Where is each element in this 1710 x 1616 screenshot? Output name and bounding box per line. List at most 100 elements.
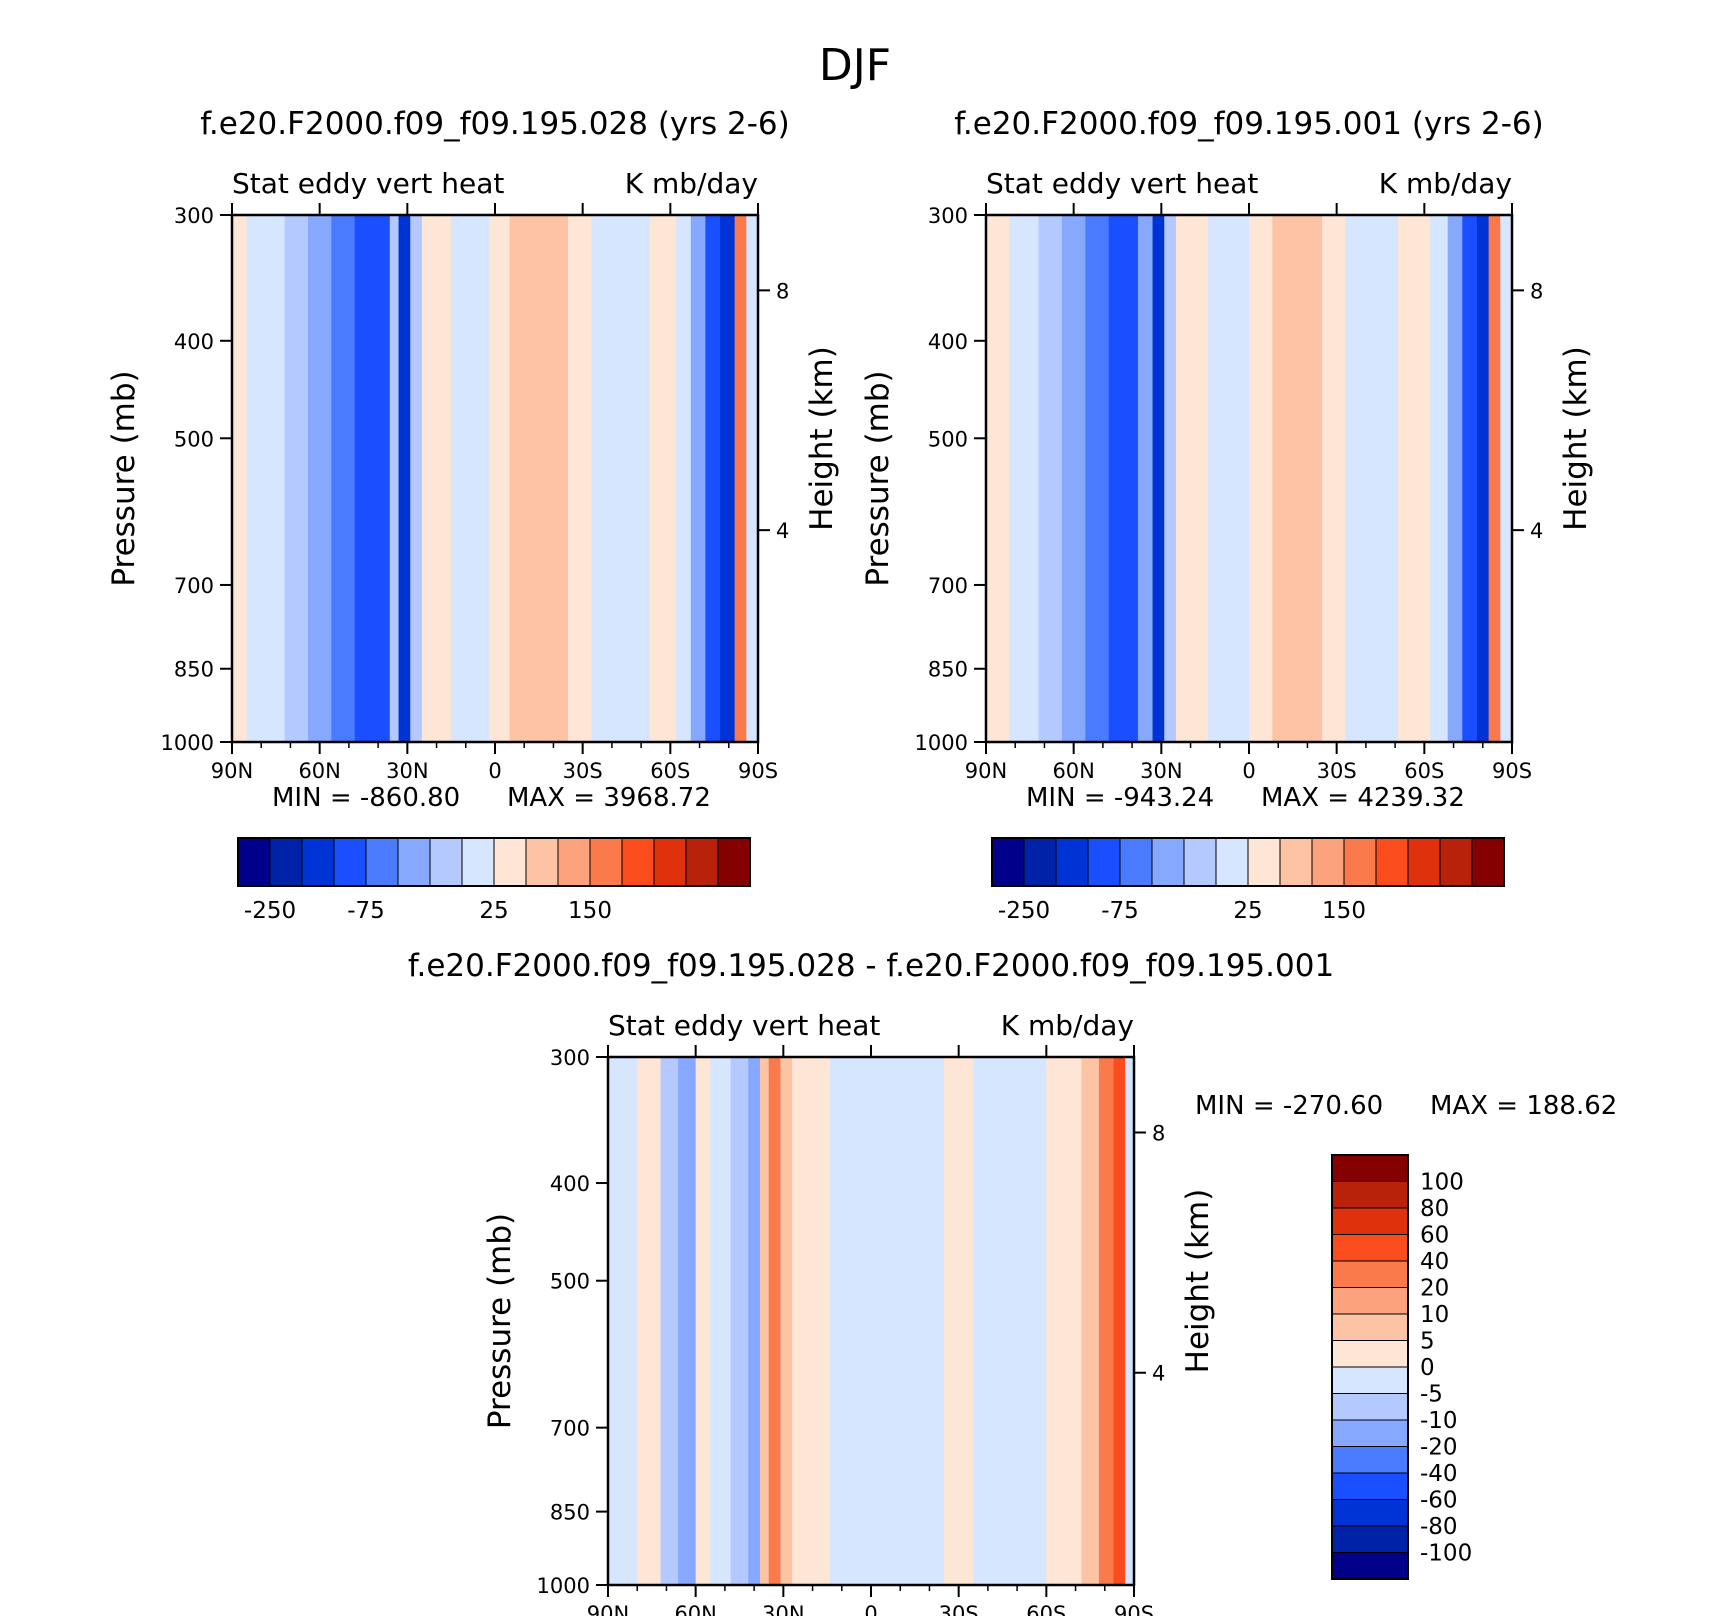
contour-band <box>1152 215 1165 742</box>
colorbar-box <box>1331 1499 1409 1527</box>
colorbar-box <box>1331 1260 1409 1288</box>
contour-band <box>389 215 400 742</box>
contour-band <box>1249 215 1273 742</box>
contour-band <box>1500 215 1513 742</box>
y-tick-label: 400 <box>928 330 968 354</box>
colorbar-label: 150 <box>568 898 612 924</box>
contour-band <box>331 215 356 742</box>
min-label: MIN = -943.24 <box>1026 783 1214 813</box>
y-right-tick-label: 8 <box>1152 1122 1165 1146</box>
y-tick-label: 300 <box>928 204 968 228</box>
contour-band <box>1061 215 1086 742</box>
colorbar-label: 25 <box>1233 898 1262 924</box>
contour-band <box>944 1057 974 1585</box>
colorbar-box <box>365 837 399 887</box>
x-tick-label: 60N <box>1052 759 1094 783</box>
colorbar-box <box>1331 1154 1409 1182</box>
contour-band <box>730 1057 749 1585</box>
colorbar-label: -20 <box>1420 1435 1458 1461</box>
colorbar-box <box>1247 837 1281 887</box>
x-axis: 90N 60N 30N 0 30S 60S 90S <box>211 203 778 783</box>
contour-band <box>568 215 592 742</box>
colorbar-label: 10 <box>1420 1302 1449 1328</box>
colorbar-box <box>301 837 335 887</box>
colorbar-box <box>1023 837 1057 887</box>
y-right-tick-label: 4 <box>776 519 789 543</box>
contour-band <box>660 1057 679 1585</box>
panel-title: f.e20.F2000.f09_f09.195.028 (yrs 2-6) <box>200 106 790 142</box>
y-tick-label: 400 <box>550 1172 590 1196</box>
y-axis-title: Pressure (mb) <box>860 370 896 586</box>
contour-band <box>1488 215 1501 742</box>
colorbar-label: -75 <box>347 898 385 924</box>
colorbar-box <box>991 837 1025 887</box>
max-label: MAX = 3968.72 <box>507 783 711 813</box>
colorbar-label: -5 <box>1420 1382 1443 1408</box>
colorbar-label: 0 <box>1420 1355 1435 1381</box>
y-right-axis-title: Height (km) <box>1558 346 1594 531</box>
colorbar-label: 20 <box>1420 1276 1449 1302</box>
x-tick-label: 90N <box>211 759 253 783</box>
colorbar-box <box>397 837 431 887</box>
colorbar-box <box>1279 837 1313 887</box>
x-tick-label: 90N <box>965 759 1007 783</box>
contour-band <box>1272 215 1323 742</box>
y-axis-right: 84 <box>1134 1122 1165 1386</box>
contour-band <box>1113 1057 1126 1585</box>
panel-difference: f.e20.F2000.f09_f09.195.028 - f.e20.F200… <box>408 948 1618 1616</box>
contour-band <box>232 215 248 742</box>
y-axis: 300 400 500 700 850 1000 <box>161 204 232 755</box>
contour-band <box>489 215 511 742</box>
x-tick-label: 90S <box>1492 759 1532 783</box>
colorbar-box <box>589 837 623 887</box>
contour-band <box>973 1057 1047 1585</box>
contour-band <box>246 215 286 742</box>
colorbar-label: -250 <box>244 898 296 924</box>
colorbar-box <box>717 837 751 887</box>
max-label: MAX = 188.62 <box>1430 1091 1617 1121</box>
contour-band <box>1447 215 1463 742</box>
contour-band <box>1085 215 1110 742</box>
colorbar-box <box>1471 837 1505 887</box>
colorbar-label: -40 <box>1420 1461 1458 1487</box>
y-tick-label: 500 <box>928 427 968 451</box>
colorbar-box <box>237 837 271 887</box>
y-right-tick-label: 4 <box>1530 519 1543 543</box>
y-tick-label: 850 <box>174 658 214 682</box>
contour-band <box>421 215 452 742</box>
colorbar-box <box>1331 1313 1409 1341</box>
contour-band <box>307 215 332 742</box>
colorbar-label: -250 <box>998 898 1050 924</box>
contour-band <box>1430 215 1449 742</box>
colorbar: -250 -75 25 150 <box>237 837 751 924</box>
panel-subtitle-left: Stat eddy vert heat <box>232 167 504 200</box>
colorbar-label: -75 <box>1101 898 1139 924</box>
y-axis-title: Pressure (mb) <box>482 1213 518 1429</box>
y-tick-label: 500 <box>174 427 214 451</box>
figure-title: DJF <box>819 40 891 91</box>
contour-band <box>986 215 1010 742</box>
colorbar-box <box>1311 837 1345 887</box>
contour-band <box>759 1057 770 1585</box>
y-axis: 300 400 500 700 850 1000 <box>915 204 986 755</box>
colorbar-box <box>1331 1446 1409 1474</box>
contour-band <box>1208 215 1250 742</box>
colorbar-box <box>1055 837 1089 887</box>
colorbar-box <box>557 837 591 887</box>
y-axis: 300 400 500 700 850 1000 <box>537 1046 608 1598</box>
colorbar-box <box>1331 1393 1409 1421</box>
contour-band <box>637 1057 662 1585</box>
y-right-tick-label: 8 <box>776 279 789 303</box>
contour-band <box>649 215 677 742</box>
colorbar-label: -60 <box>1420 1488 1458 1514</box>
panel-subtitle-right: K mb/day <box>1001 1009 1134 1042</box>
colorbar-box <box>1119 837 1153 887</box>
contour-band <box>710 1057 732 1585</box>
x-tick-label: 30N <box>386 759 428 783</box>
y-tick-label: 300 <box>550 1046 590 1070</box>
x-tick-label: 90S <box>1114 1602 1154 1616</box>
panel-model-028: f.e20.F2000.f09_f09.195.028 (yrs 2-6) Sta… <box>106 106 840 924</box>
x-tick-label: 30N <box>1140 759 1182 783</box>
